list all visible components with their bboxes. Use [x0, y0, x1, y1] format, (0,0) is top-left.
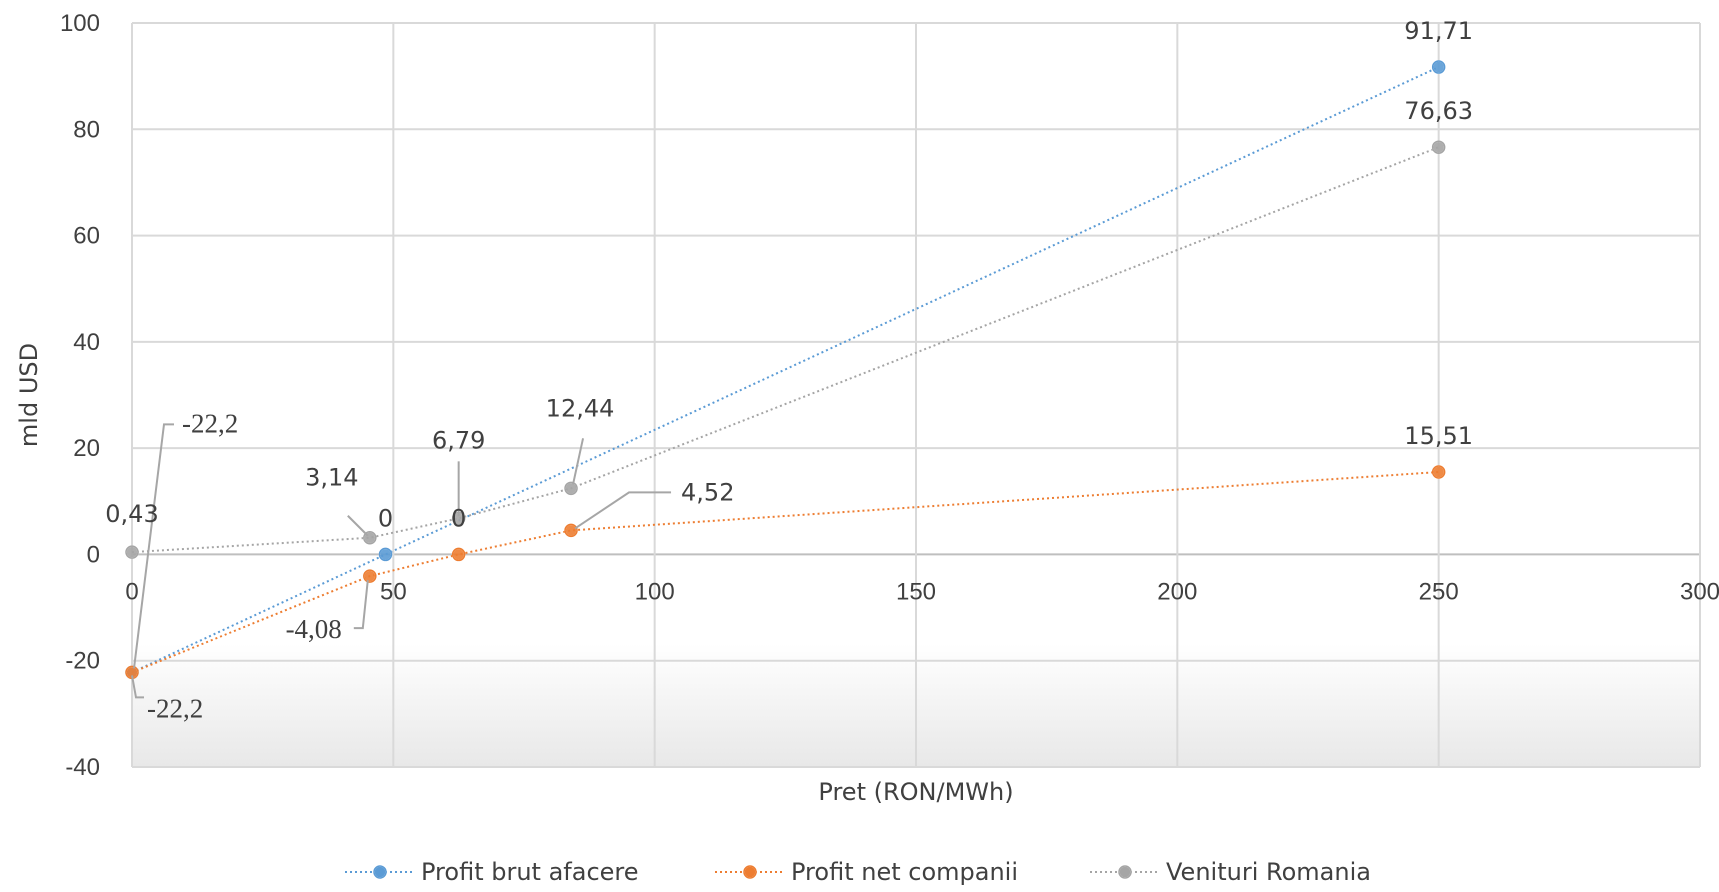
x-tick-label: 200	[1157, 578, 1197, 605]
legend-label: Profit brut afacere	[421, 858, 639, 886]
data-point-outline	[564, 523, 578, 538]
data-label: -22,2	[182, 408, 238, 438]
x-tick-label: 50	[380, 578, 407, 605]
label-leader	[133, 423, 174, 669]
legend-label: Venituri Romania	[1166, 858, 1371, 886]
data-point-outline	[1431, 60, 1446, 74]
data-label: 15,51	[1404, 422, 1473, 450]
y-tick-label: 0	[87, 541, 100, 568]
data-label: 3,14	[305, 464, 358, 492]
label-leader	[572, 438, 585, 485]
data-label: 91,71	[1404, 17, 1473, 45]
data-label: -4,08	[286, 614, 342, 644]
y-tick-label: 40	[73, 329, 100, 356]
data-point-outline	[363, 569, 377, 583]
series-layer	[125, 60, 1446, 680]
label-leader	[347, 515, 369, 537]
x-tick-label: 250	[1419, 578, 1459, 605]
label-leaders	[131, 423, 672, 699]
label-leader	[574, 491, 672, 530]
x-axis-title: Pret (RON/MWh)	[818, 778, 1013, 806]
data-label: -22,2	[147, 693, 203, 723]
legend-marker-outline	[373, 865, 387, 879]
y-tick-label: 60	[73, 223, 100, 250]
data-point-outline	[363, 530, 377, 545]
x-tick-label: 150	[896, 578, 936, 605]
label-leader	[353, 580, 369, 630]
data-label: 0	[378, 504, 393, 532]
label-leader	[131, 675, 144, 699]
x-tick-labels: 0 50 100 150 200 250 300	[125, 578, 1719, 605]
series-line-2	[131, 146, 1440, 554]
data-label: 12,44	[546, 394, 615, 422]
legend-label: Profit net companii	[791, 858, 1018, 886]
x-tick-label: 300	[1680, 578, 1719, 605]
data-label: 0	[451, 504, 466, 532]
data-label: 76,63	[1404, 97, 1473, 125]
x-tick-label: 0	[125, 578, 138, 605]
data-point-outline	[451, 547, 466, 562]
data-label: 4,52	[681, 478, 734, 506]
data-label: 0,43	[105, 500, 158, 528]
data-labels: 91,71 0 -22,2 0,43 3,14 6,79 12,44 76,63 0 4,52 15…	[105, 17, 1473, 723]
data-point-outline	[564, 481, 578, 496]
y-tick-labels: -40 -20 0 20 40 60 80 100	[60, 10, 100, 781]
data-point-outline	[378, 547, 393, 562]
y-tick-label: 20	[73, 435, 100, 462]
data-point-outline	[125, 545, 139, 559]
legend: Profit brut afacere Profit net companii Ve…	[345, 858, 1371, 886]
y-tick-label: -40	[65, 754, 100, 781]
y-tick-label: 80	[73, 116, 100, 143]
data-label: 6,79	[432, 426, 485, 454]
y-tick-label: -20	[65, 648, 100, 675]
series-line-1	[131, 471, 1439, 674]
data-point-outline	[1431, 465, 1446, 479]
data-point-outline	[1431, 140, 1446, 154]
y-axis-title: mld USD	[15, 343, 43, 447]
legend-marker-outline	[743, 865, 757, 879]
legend-marker-outline	[1118, 865, 1132, 879]
x-tick-label: 100	[635, 578, 675, 605]
y-tick-label: 100	[60, 10, 100, 37]
